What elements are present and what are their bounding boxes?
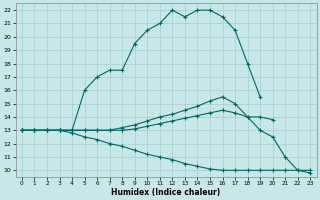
X-axis label: Humidex (Indice chaleur): Humidex (Indice chaleur) [111, 188, 221, 197]
